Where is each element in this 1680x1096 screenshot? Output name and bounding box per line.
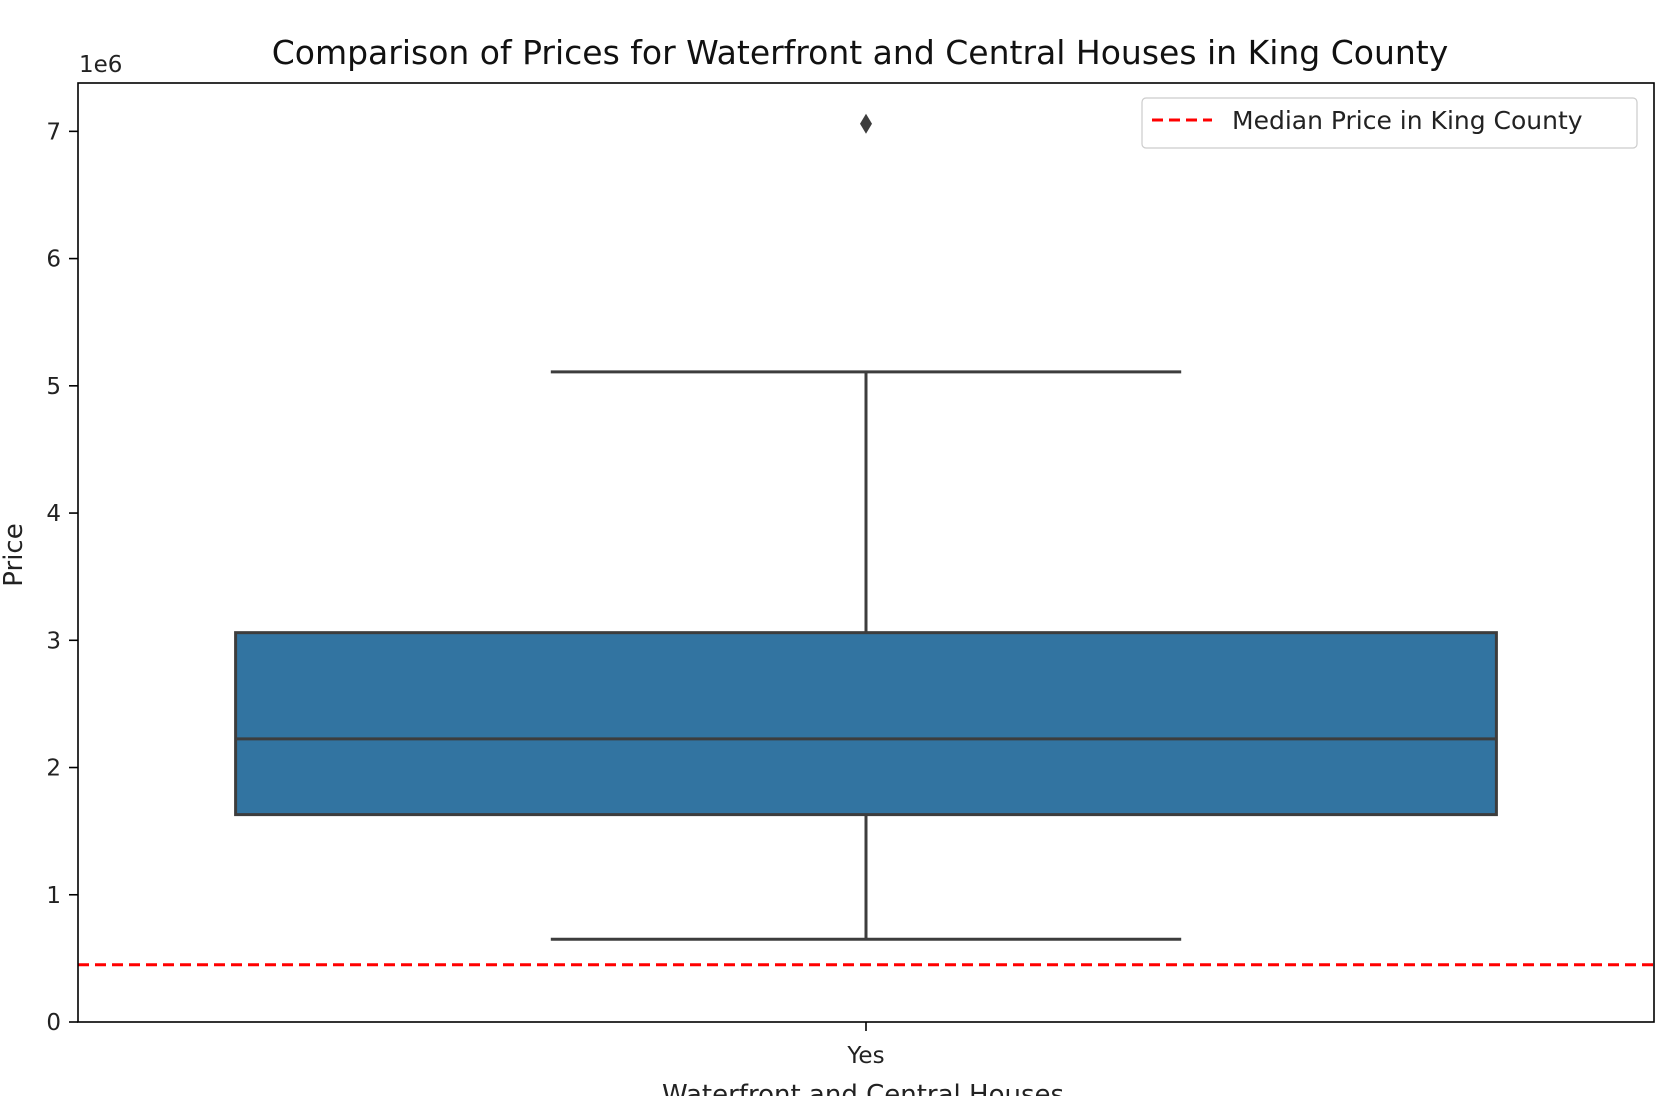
x-axis-label: Waterfront and Central Houses: [662, 1080, 1064, 1096]
x-tick-label: Yes: [846, 1043, 884, 1069]
y-tick-label: 1: [46, 883, 61, 909]
y-tick-label: 7: [46, 119, 61, 145]
outlier-point: [860, 113, 872, 134]
y-axis-ticks: 0 1 2 3 4 5 6 7: [46, 119, 78, 1036]
x-axis-ticks: Yes: [846, 1022, 885, 1069]
y-tick-label: 6: [46, 247, 61, 273]
y-tick-label: 2: [46, 756, 61, 782]
y-axis-offset-label: 1e6: [79, 52, 122, 78]
y-tick-label: 3: [46, 628, 61, 654]
y-tick-label: 5: [46, 374, 61, 400]
legend: Median Price in King County: [1141, 97, 1638, 149]
y-tick-label: 0: [46, 1010, 61, 1036]
y-tick-label: 4: [46, 501, 61, 527]
legend-label: Median Price in King County: [1232, 106, 1583, 135]
y-axis-label: Price: [0, 523, 29, 586]
box-series: [234, 113, 1498, 941]
legend-box: [1141, 97, 1638, 149]
chart-title: Comparison of Prices for Waterfront and …: [272, 33, 1449, 72]
iqr-box: [234, 631, 1498, 817]
plot-area-frame: [77, 82, 1655, 1023]
